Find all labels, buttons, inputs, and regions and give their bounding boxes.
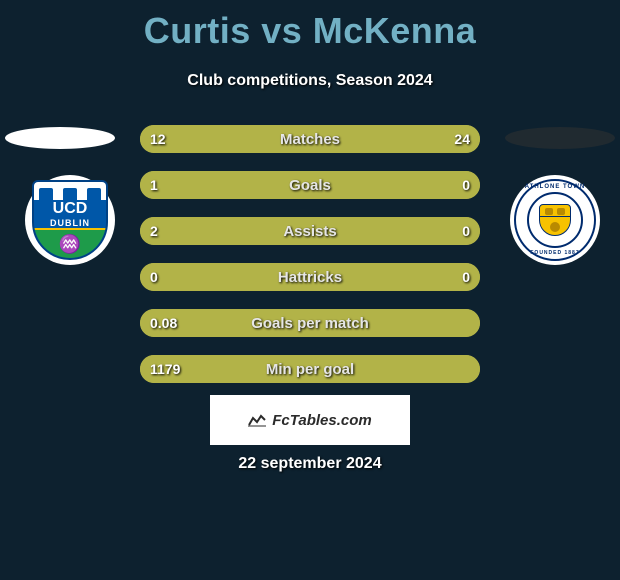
stat-value-left: 12 <box>150 125 166 153</box>
footer-date: 22 september 2024 <box>0 455 620 473</box>
stat-row: Goals per match0.08 <box>140 309 480 337</box>
stat-row: Matches12 24 <box>140 125 480 153</box>
comparison-bars: Matches1224Goals10Assists20Hattricks00Go… <box>140 125 480 401</box>
watermark-text: FcTables.com <box>272 412 371 429</box>
left-club-badge: UCD DUBLIN ♒ <box>25 175 115 265</box>
football-icon <box>550 222 560 232</box>
stat-value-right: 0 <box>462 171 470 199</box>
athlone-inner-ring <box>527 192 583 248</box>
athlone-shield <box>539 204 571 236</box>
harp-icon: ♒ <box>59 234 81 255</box>
stat-value-left: 0 <box>150 263 158 291</box>
ucd-castles <box>34 182 106 200</box>
stat-label: Goals per match <box>140 309 480 337</box>
stat-row: Assists2 0 <box>140 217 480 245</box>
stat-label: Goals <box>140 171 480 199</box>
stat-value-left: 1179 <box>150 355 180 383</box>
athlone-text-bottom: FOUNDED 1887 <box>516 250 594 256</box>
athlone-crest: ATHLONE TOWN FOUNDED 1887 <box>514 179 596 261</box>
right-club-badge: ATHLONE TOWN FOUNDED 1887 <box>510 175 600 265</box>
stat-label: Min per goal <box>140 355 480 383</box>
athlone-text-top: ATHLONE TOWN <box>516 184 594 190</box>
ucd-text-sub: DUBLIN <box>34 218 106 228</box>
stat-row: Goals1 0 <box>140 171 480 199</box>
left-player-placeholder <box>5 127 115 149</box>
stat-row: Min per goal1179 <box>140 355 480 383</box>
ucd-text-main: UCD <box>34 200 106 218</box>
stat-row: Hattricks0 0 <box>140 263 480 291</box>
watermark: FcTables.com <box>210 395 410 445</box>
page-title: Curtis vs McKenna <box>0 0 620 52</box>
stat-value-left: 1 <box>150 171 158 199</box>
stat-value-left: 2 <box>150 217 158 245</box>
right-player-placeholder <box>505 127 615 149</box>
page-subtitle: Club competitions, Season 2024 <box>0 72 620 90</box>
ucd-crest: UCD DUBLIN ♒ <box>32 180 108 260</box>
stat-value-right: 24 <box>454 125 470 153</box>
chart-icon <box>248 413 266 427</box>
ucd-harp-area: ♒ <box>34 228 106 258</box>
stat-value-left: 0.08 <box>150 309 177 337</box>
stat-label: Hattricks <box>140 263 480 291</box>
stat-label: Matches <box>140 125 480 153</box>
stat-label: Assists <box>140 217 480 245</box>
stat-value-right: 0 <box>462 263 470 291</box>
stat-value-right: 0 <box>462 217 470 245</box>
